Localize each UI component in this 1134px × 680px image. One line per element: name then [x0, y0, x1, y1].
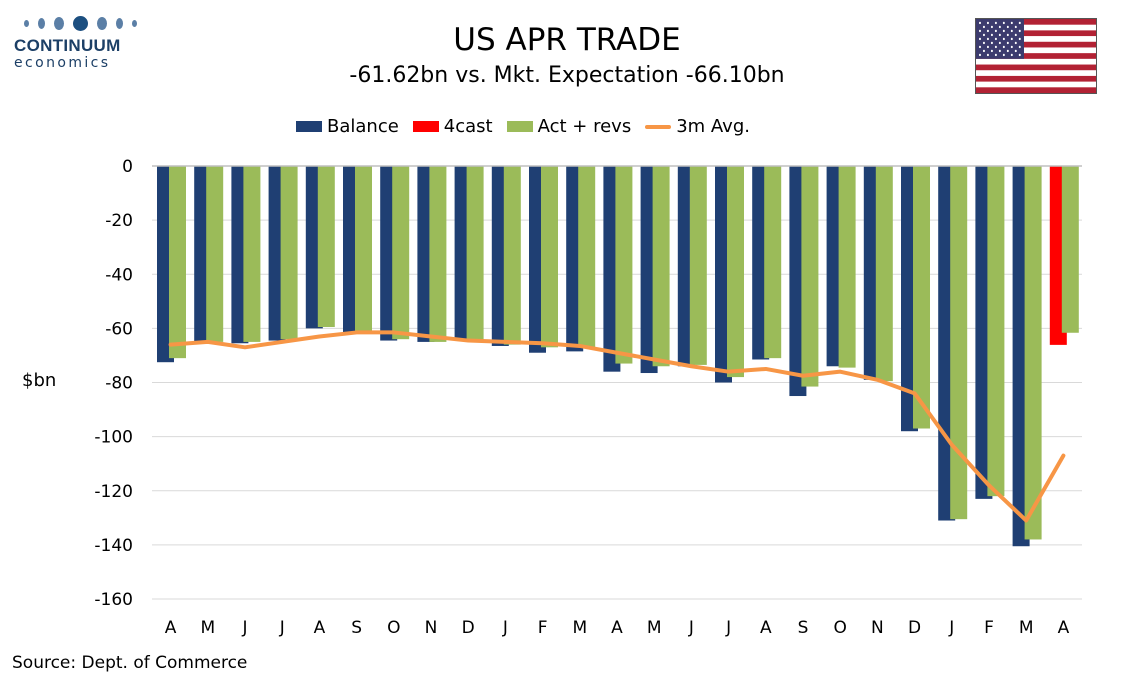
bar-act-revs	[615, 166, 633, 364]
legend-label-balance: Balance	[327, 116, 399, 137]
x-tick-label: F	[538, 618, 548, 638]
x-tick-label: A	[611, 618, 623, 638]
bar-act-revs	[950, 166, 968, 520]
x-tick-label: S	[351, 618, 362, 638]
chart-legend: Balance 4cast Act + revs 3m Avg.	[296, 116, 764, 137]
y-tick-label: -20	[105, 211, 133, 231]
x-tick-label: N	[871, 618, 884, 638]
bar-act-revs	[764, 166, 782, 359]
x-tick-label: A	[760, 618, 772, 638]
bar-act-revs	[466, 166, 484, 341]
legend-swatch-4cast	[412, 121, 439, 132]
legend-label-act-revs: Act + revs	[537, 116, 632, 137]
bar-act-revs	[503, 166, 521, 345]
bar-act-revs	[1024, 166, 1042, 540]
x-tick-label: M	[572, 618, 587, 638]
y-tick-label: -80	[105, 374, 133, 394]
bar-act-revs	[801, 166, 819, 387]
x-tick-label: O	[387, 618, 400, 638]
bar-act-revs	[987, 166, 1005, 497]
legend-label-4cast: 4cast	[443, 116, 493, 137]
y-tick-label: -140	[94, 536, 133, 556]
x-tick-label: J	[241, 618, 247, 638]
legend-item-balance: Balance	[296, 116, 399, 137]
logo-dots-icon	[24, 14, 144, 32]
bar-act-revs	[429, 166, 447, 342]
x-tick-label: N	[425, 618, 438, 638]
bar-act-revs	[875, 166, 893, 382]
bar-act-revs	[317, 166, 335, 328]
bar-act-revs	[206, 166, 224, 342]
logo-subtitle: economics	[14, 55, 111, 71]
legend-swatch-balance	[296, 121, 322, 132]
x-tick-label: J	[279, 618, 285, 638]
x-tick-label: D	[462, 618, 475, 638]
x-tick-label: J	[502, 618, 508, 638]
bar-act-revs	[1061, 166, 1079, 333]
y-tick-label: -120	[94, 482, 133, 502]
legend-swatch-3m-avg	[645, 124, 672, 129]
x-tick-label: O	[834, 618, 847, 638]
y-axis-label: $bn	[22, 370, 57, 391]
x-tick-label: A	[314, 618, 326, 638]
us-flag-icon	[975, 18, 1097, 94]
bar-act-revs	[652, 166, 670, 367]
y-tick-label: -160	[94, 590, 133, 610]
bar-act-revs	[838, 166, 856, 368]
chart-subtitle: -61.62bn vs. Mkt. Expectation -66.10bn	[349, 63, 785, 88]
x-tick-label: D	[908, 618, 921, 638]
bar-act-revs	[355, 166, 372, 332]
bar-act-revs	[169, 166, 186, 359]
chart-title: US APR TRADE	[453, 22, 681, 58]
x-tick-label: J	[688, 618, 694, 638]
bar-act-revs	[243, 166, 261, 342]
legend-label-3m-avg: 3m Avg.	[676, 116, 750, 137]
y-tick-label: 0	[122, 157, 133, 177]
x-tick-label: J	[725, 618, 731, 638]
bar-act-revs	[727, 166, 744, 378]
y-tick-label: -60	[105, 319, 133, 339]
bar-act-revs	[578, 166, 596, 348]
legend-item-act-revs: Act + revs	[506, 116, 632, 137]
x-tick-label: A	[165, 618, 177, 638]
legend-item-4cast: 4cast	[412, 116, 493, 137]
source-note: Source: Dept. of Commerce	[12, 653, 248, 673]
x-tick-label: A	[1058, 618, 1070, 638]
y-tick-label: -40	[105, 265, 133, 285]
y-tick-label: -100	[94, 428, 133, 448]
x-tick-label: M	[200, 618, 215, 638]
x-tick-label: M	[1019, 618, 1034, 638]
bar-act-revs	[913, 166, 930, 429]
logo: CONTINUUM economics	[14, 14, 144, 71]
x-tick-label: M	[647, 618, 662, 638]
bar-act-revs	[392, 166, 410, 340]
x-tick-label: F	[984, 618, 994, 638]
x-tick-label: S	[798, 618, 809, 638]
legend-swatch-act-revs	[506, 121, 533, 132]
logo-name: CONTINUUM	[14, 36, 121, 55]
bar-act-revs	[689, 166, 707, 365]
legend-item-3m-avg: 3m Avg.	[645, 116, 750, 137]
bar-act-revs	[541, 166, 558, 348]
x-tick-label: J	[948, 618, 954, 638]
line-3m-avg	[168, 330, 1066, 523]
bar-act-revs	[280, 166, 298, 340]
